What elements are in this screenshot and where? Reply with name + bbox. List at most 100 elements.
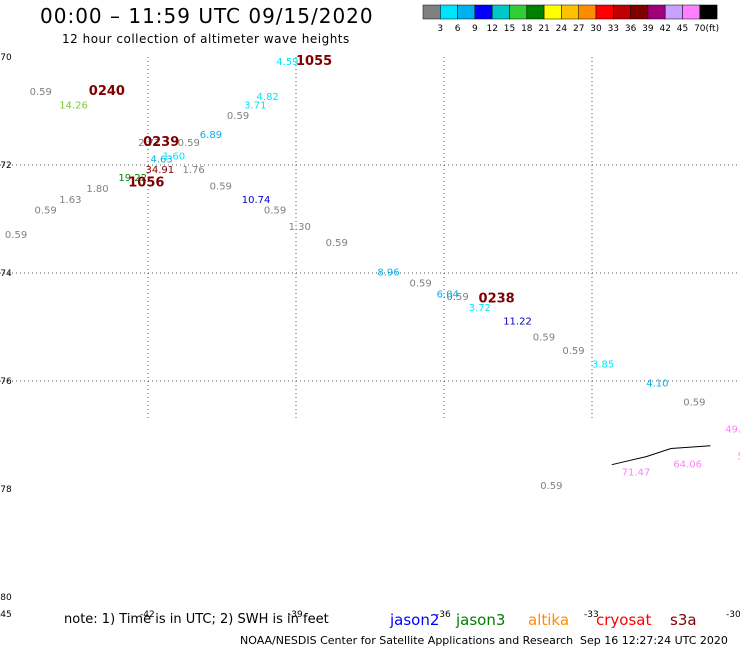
y-tick-label: -72 (0, 161, 12, 171)
swh-value-label: 0.59 (264, 206, 286, 217)
swh-value-label: 1.76 (183, 165, 205, 176)
footer-generated: Sep 16 12:27:24 UTC 2020 (580, 634, 728, 647)
colorbar-label: 36 (625, 24, 637, 34)
legend-s3a: s3a (670, 611, 697, 629)
swh-value-label: 3.71 (244, 100, 266, 111)
legend-jason2: jason2 (389, 611, 439, 629)
colorbar-label: 45 (677, 24, 688, 34)
footer-credit: NOAA/NESDIS Center for Satellite Applica… (240, 634, 574, 647)
swh-value-label: 3.72 (469, 303, 491, 314)
swh-value-label: 19.22 (118, 173, 147, 184)
swh-value-label: 8.96 (377, 268, 399, 279)
colorbar-swatch (647, 4, 666, 20)
swh-value-label: 4.10 (646, 378, 668, 389)
swh-value-label: 11.22 (503, 316, 532, 327)
legend-altika: altika (528, 611, 569, 629)
swh-value-label: 0.59 (5, 230, 27, 241)
swh-value-label: 1.60 (163, 152, 185, 163)
colorbar-swatch (457, 4, 476, 20)
swh-value-label: 0.59 (30, 87, 52, 98)
swh-value-label: 0.59 (533, 333, 555, 344)
swh-value-label: 0.59 (210, 181, 232, 192)
colorbar-swatch (699, 4, 718, 20)
x-tick-label: -33 (584, 610, 599, 620)
swh-value-label: 0.59 (540, 481, 562, 492)
swh-value-label: 0.59 (446, 292, 468, 303)
colorbar-label: 70 (694, 24, 706, 34)
pass-time-label: 1056 (128, 176, 164, 191)
swh-value-label: 6.89 (200, 130, 222, 141)
swh-value-label: 14.26 (59, 100, 88, 111)
x-tick-label: -30 (726, 610, 740, 620)
swh-value-label: 0.59 (683, 397, 705, 408)
colorbar-label: 27 (573, 24, 584, 34)
swh-value-label: 4.59 (276, 57, 298, 68)
swh-value-label: 4.82 (257, 92, 279, 103)
colorbar-swatch (526, 4, 545, 20)
swh-value-label: 1.30 (289, 222, 311, 233)
colorbar-label: 15 (504, 24, 515, 34)
colorbar-swatch (422, 4, 441, 20)
swh-value-label: 2.72 (138, 138, 160, 149)
colorbar-swatch (613, 4, 631, 20)
colorbar-label: 42 (659, 24, 670, 34)
colorbar-swatch (474, 4, 493, 20)
swh-value-label: 0.59 (562, 346, 584, 357)
colorbar-label: 33 (608, 24, 619, 34)
pass-time-label: 0240 (89, 84, 125, 99)
colorbar-swatch (578, 4, 597, 20)
swh-value-label: 3.85 (592, 360, 614, 371)
colorbar-label: 12 (486, 24, 497, 34)
colorbar-label: 39 (642, 24, 654, 34)
y-tick-label: -80 (0, 593, 12, 603)
colorbar-label: 30 (590, 24, 602, 34)
swh-value-label: 0.59 (178, 138, 200, 149)
colorbar-unit: (ft) (706, 24, 720, 34)
colorbar-swatch (561, 4, 579, 20)
colorbar-label: 24 (556, 24, 568, 34)
swh-value-label: 6.04 (437, 289, 459, 300)
x-tick-label: -45 (0, 610, 12, 620)
colorbar-label: 3 (437, 24, 443, 34)
pass-time-label: 1055 (296, 54, 332, 69)
swh-value-label: 10.74 (242, 195, 271, 206)
y-tick-label: -76 (0, 377, 12, 387)
colorbar-swatch (682, 4, 701, 20)
colorbar-swatch (630, 4, 649, 20)
colorbar-label: 6 (455, 24, 461, 34)
satellite-track-line (611, 445, 711, 466)
y-tick-label: -78 (0, 485, 12, 495)
swh-value-label: 59 (738, 451, 740, 462)
x-tick-label: -42 (140, 610, 155, 620)
colorbar-swatch (664, 4, 683, 20)
x-tick-label: -36 (436, 610, 451, 620)
y-tick-label: -70 (0, 53, 12, 63)
footer-note: note: 1) Time is in UTC; 2) SWH is in fe… (64, 612, 329, 627)
legend-cryosat: cryosat (596, 611, 651, 629)
colorbar-swatch (440, 4, 458, 20)
pass-time-label: 0239 (143, 135, 179, 150)
chart-title: 00:00 – 11:59 UTC 09/15/2020 (40, 4, 374, 28)
x-tick-label: -39 (288, 610, 303, 620)
colorbar-swatch (509, 4, 528, 20)
legend-jason3: jason3 (455, 611, 505, 629)
colorbar-label: 21 (538, 24, 549, 34)
swh-value-label: 0.59 (409, 279, 431, 290)
swh-value-label: 0.59 (35, 206, 57, 217)
swh-value-label: 0.59 (227, 111, 249, 122)
pass-time-label: 0238 (479, 292, 515, 307)
y-tick-label: -74 (0, 269, 12, 279)
swh-value-label: 0.59 (326, 238, 348, 249)
swh-value-label: 64.06 (673, 459, 702, 470)
colorbar-label: 9 (472, 24, 478, 34)
colorbar-swatch (595, 4, 614, 20)
swh-value-label: 34.91 (146, 165, 175, 176)
swh-value-label: 1.63 (59, 195, 81, 206)
swh-value-label: 4.63 (150, 154, 172, 165)
swh-value-label: 49.0 (725, 424, 740, 435)
swh-value-label: 1.80 (86, 184, 108, 195)
colorbar-swatch (491, 4, 510, 20)
chart-subtitle: 12 hour collection of altimeter wave hei… (62, 32, 350, 46)
